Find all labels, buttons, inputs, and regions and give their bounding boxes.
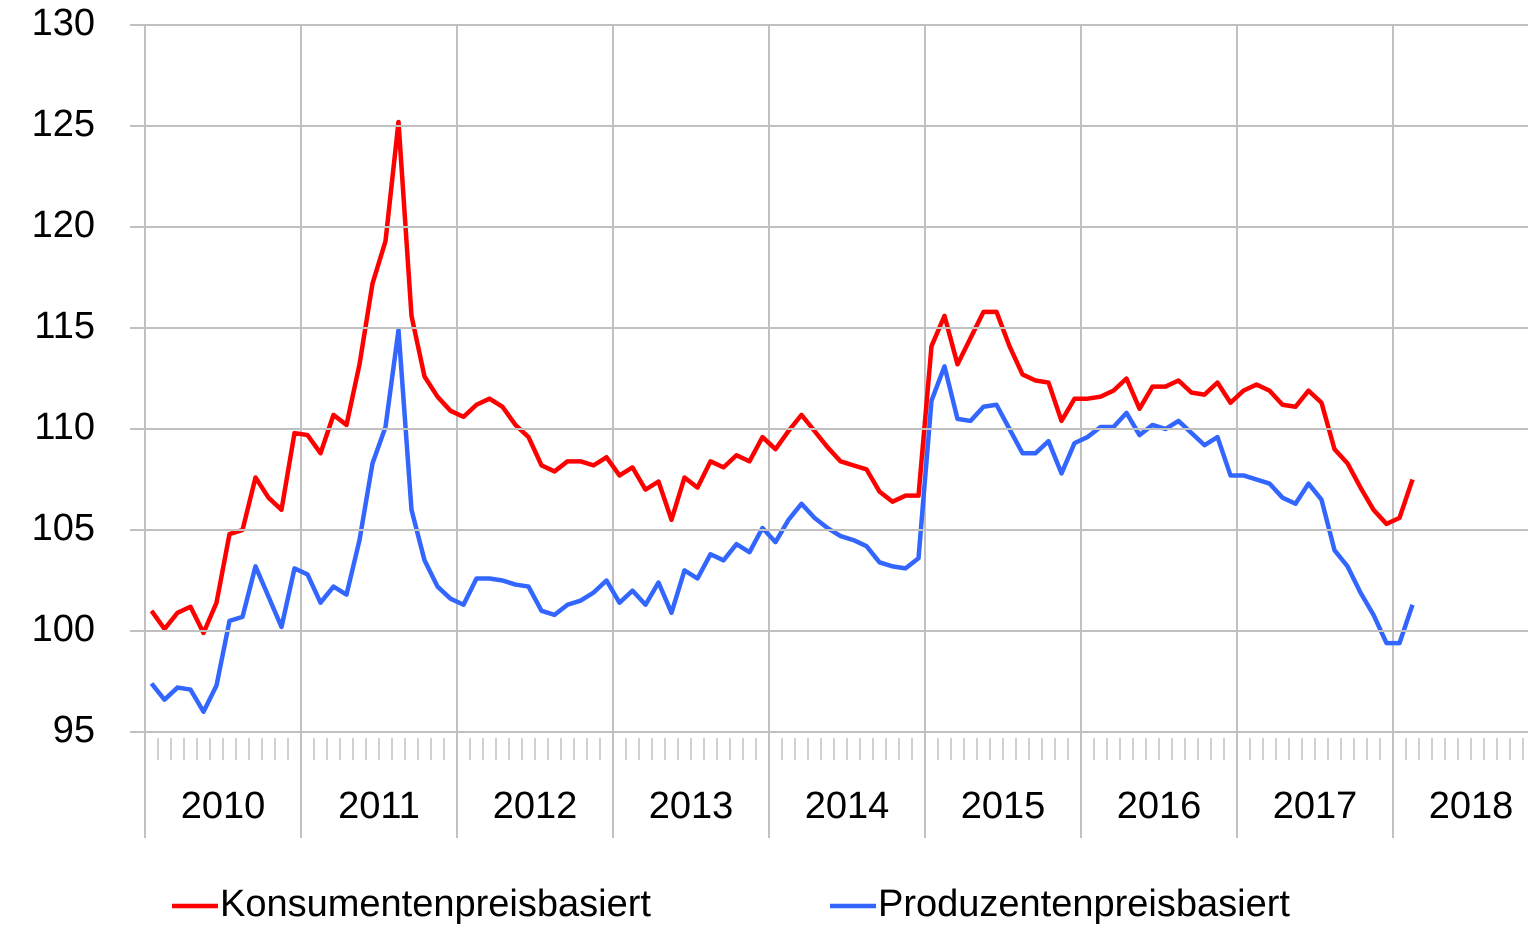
x-tick-label: 2011 <box>338 785 420 827</box>
x-tick-label: 2014 <box>805 785 890 827</box>
legend-label: Konsumentenpreisbasiert <box>220 883 651 925</box>
y-tick-label: 120 <box>32 204 95 246</box>
x-tick-label: 2016 <box>1117 785 1202 827</box>
y-tick-label: 95 <box>53 709 95 751</box>
data-line <box>149 327 1415 715</box>
y-tick-label: 130 <box>32 2 95 44</box>
x-tick-label: 2012 <box>493 785 578 827</box>
x-tick-label: 2018 <box>1429 785 1514 827</box>
x-tick-label: 2017 <box>1273 785 1358 827</box>
x-tick-label: 2010 <box>181 785 266 827</box>
x-tick-label: 2013 <box>649 785 734 827</box>
y-tick-label: 115 <box>34 305 95 347</box>
data-line <box>149 119 1415 636</box>
x-tick-label: 2015 <box>961 785 1046 827</box>
y-tick-label: 100 <box>32 608 95 650</box>
y-tick-label: 125 <box>32 103 95 145</box>
legend-label: Produzentenpreisbasiert <box>878 883 1290 925</box>
plot <box>144 25 1524 838</box>
y-tick-label: 105 <box>32 507 95 549</box>
y-tick-label: 110 <box>34 406 95 448</box>
